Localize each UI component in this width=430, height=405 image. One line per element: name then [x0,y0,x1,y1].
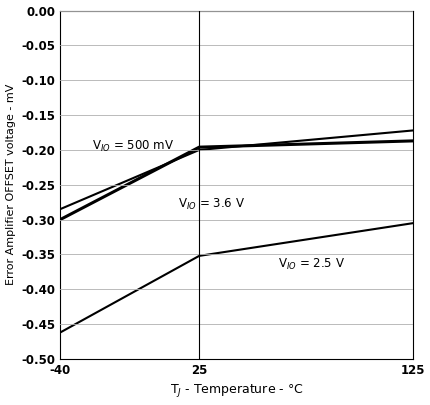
Text: V$_{IO}$ = 3.6 V: V$_{IO}$ = 3.6 V [178,197,244,212]
Y-axis label: Error Amplifier OFFSET voltage - mV: Error Amplifier OFFSET voltage - mV [6,84,15,286]
Text: V$_{IO}$ = 500 mV: V$_{IO}$ = 500 mV [92,139,174,154]
X-axis label: T$_J$ - Temperature - °C: T$_J$ - Temperature - °C [169,382,303,399]
Text: V$_{IO}$ = 2.5 V: V$_{IO}$ = 2.5 V [278,258,345,273]
